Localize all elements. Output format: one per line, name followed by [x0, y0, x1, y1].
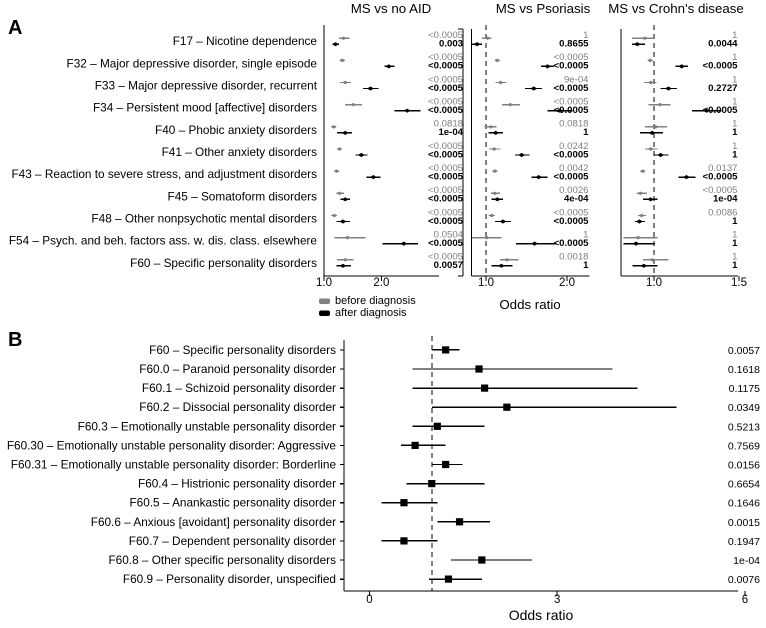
svg-text:0.1947: 0.1947	[728, 536, 760, 548]
svg-text:1: 1	[732, 127, 738, 138]
svg-text:F40 – Phobic anxiety disorders: F40 – Phobic anxiety disorders	[155, 123, 317, 137]
svg-text:<0.0005: <0.0005	[554, 171, 590, 182]
svg-text:F43 – Reaction to severe stres: F43 – Reaction to severe stress, and adj…	[11, 167, 317, 181]
svg-text:1.0: 1.0	[478, 277, 494, 289]
svg-text:F60 – Specific personality dis: F60 – Specific personality disorders	[130, 256, 317, 270]
svg-text:F54 – Psych. and beh. factors: F54 – Psych. and beh. factors ass. w. di…	[9, 234, 318, 248]
svg-text:F17 – Nicotine dependence: F17 – Nicotine dependence	[173, 34, 318, 48]
svg-text:<0.0005: <0.0005	[703, 171, 739, 182]
svg-text:F60.0 – Paranoid personality d: F60.0 – Paranoid personality disorder	[139, 362, 336, 376]
svg-text:F45 – Somatoform disorders: F45 – Somatoform disorders	[168, 189, 318, 203]
svg-text:0.1646: 0.1646	[728, 498, 760, 510]
svg-text:2.0: 2.0	[373, 277, 389, 289]
svg-text:1: 1	[732, 149, 738, 160]
svg-text:F60 – Specific personality dis: F60 – Specific personality disorders	[149, 343, 336, 357]
svg-text:before diagnosis: before diagnosis	[335, 295, 416, 307]
svg-text:<0.0005: <0.0005	[428, 194, 464, 205]
svg-text:after diagnosis: after diagnosis	[335, 307, 407, 319]
svg-text:0.0057: 0.0057	[728, 345, 760, 357]
svg-text:<0.0005: <0.0005	[554, 238, 590, 249]
svg-text:F34 – Persistent mood [affecti: F34 – Persistent mood [affective] disord…	[93, 101, 317, 115]
svg-text:F60.5 – Anankastic personality: F60.5 – Anankastic personality disorder	[129, 496, 336, 510]
svg-text:1: 1	[583, 260, 589, 271]
svg-text:1: 1	[583, 127, 589, 138]
svg-text:F60.30 – Emotionally unstable: F60.30 – Emotionally unstable personalit…	[7, 438, 337, 452]
svg-text:1.0: 1.0	[316, 277, 332, 289]
svg-text:F60.1 – Schizoid personality d: F60.1 – Schizoid personality disorder	[142, 381, 336, 395]
svg-text:<0.0005: <0.0005	[428, 216, 464, 227]
svg-text:F60.6 – Anxious [avoidant] per: F60.6 – Anxious [avoidant] personality d…	[91, 515, 336, 529]
svg-text:<0.0005: <0.0005	[428, 238, 464, 249]
svg-text:0.0349: 0.0349	[728, 402, 760, 414]
svg-text:1.0: 1.0	[646, 277, 662, 289]
svg-text:MS vs Crohn's disease: MS vs Crohn's disease	[608, 1, 744, 16]
svg-text:<0.0005: <0.0005	[554, 216, 590, 227]
svg-text:0: 0	[366, 594, 372, 606]
svg-text:F60.7 – Dependent personality: F60.7 – Dependent personality disorder	[129, 534, 336, 548]
svg-text:0.0057: 0.0057	[434, 260, 463, 271]
svg-text:0.0076: 0.0076	[728, 574, 760, 586]
svg-text:4e-04: 4e-04	[564, 194, 589, 205]
svg-text:1e-04: 1e-04	[713, 194, 738, 205]
svg-text:<0.0005: <0.0005	[428, 171, 464, 182]
svg-text:0.5213: 0.5213	[728, 421, 760, 433]
svg-text:Odds ratio: Odds ratio	[509, 607, 574, 623]
svg-text:1e-04: 1e-04	[733, 555, 760, 567]
svg-text:Odds ratio: Odds ratio	[499, 297, 560, 312]
svg-text:<0.0005: <0.0005	[428, 149, 464, 160]
svg-text:<0.0005: <0.0005	[703, 105, 739, 116]
svg-text:6: 6	[742, 594, 748, 606]
svg-text:1: 1	[732, 238, 738, 249]
svg-text:F33 – Major depressive disorde: F33 – Major depressive disorder, recurre…	[95, 79, 318, 93]
svg-text:0.2727: 0.2727	[708, 83, 737, 94]
svg-text:F32 – Major depressive disorde: F32 – Major depressive disorder, single …	[67, 56, 318, 70]
svg-text:F60.8 – Other specific persona: F60.8 – Other specific personality disor…	[108, 553, 336, 567]
svg-text:1.5: 1.5	[731, 277, 747, 289]
svg-text:F48 – Other nonpsychotic menta: F48 – Other nonpsychotic mental disorder…	[91, 211, 317, 225]
svg-text:0.1175: 0.1175	[729, 383, 760, 395]
svg-text:0.003: 0.003	[439, 39, 463, 50]
svg-text:<0.0005: <0.0005	[554, 105, 590, 116]
svg-text:1: 1	[732, 216, 738, 227]
svg-text:F41 – Other anxiety disorders: F41 – Other anxiety disorders	[162, 145, 318, 159]
svg-text:F60.31 – Emotionally unstable: F60.31 – Emotionally unstable personalit…	[11, 458, 337, 472]
svg-text:0.6654: 0.6654	[728, 479, 760, 491]
svg-text:0.8655: 0.8655	[559, 39, 589, 50]
svg-text:<0.0005: <0.0005	[428, 61, 464, 72]
svg-text:<0.0005: <0.0005	[703, 61, 739, 72]
svg-text:A: A	[8, 17, 22, 39]
svg-text:0.0156: 0.0156	[728, 460, 760, 472]
svg-text:F60.9 – Personality disorder,: F60.9 – Personality disorder, unspecifie…	[123, 572, 336, 586]
svg-text:2.0: 2.0	[559, 277, 575, 289]
svg-text:MS vs no AID: MS vs no AID	[351, 1, 432, 16]
svg-text:1: 1	[732, 260, 738, 271]
svg-text:<0.0005: <0.0005	[554, 83, 590, 94]
svg-text:F60.2 – Dissocial personality: F60.2 – Dissocial personality disorder	[139, 400, 336, 414]
svg-text:3: 3	[554, 594, 560, 606]
svg-text:F60.3 – Emotionally unstable p: F60.3 – Emotionally unstable personality…	[78, 419, 336, 433]
svg-text:<0.0005: <0.0005	[428, 83, 464, 94]
svg-text:0.7569: 0.7569	[728, 440, 760, 452]
svg-text:0.1618: 0.1618	[728, 364, 760, 376]
svg-text:MS vs Psoriasis: MS vs Psoriasis	[496, 1, 591, 16]
svg-text:<0.0005: <0.0005	[554, 149, 590, 160]
svg-text:F60.4 – Histrionic personality: F60.4 – Histrionic personality disorder	[138, 477, 336, 491]
svg-text:0.0015: 0.0015	[728, 517, 760, 529]
svg-text:<0.0005: <0.0005	[554, 61, 590, 72]
svg-text:0.0044: 0.0044	[708, 39, 738, 50]
svg-text:<0.0005: <0.0005	[428, 105, 464, 116]
svg-text:1e-04: 1e-04	[438, 127, 463, 138]
svg-text:B: B	[8, 329, 22, 351]
